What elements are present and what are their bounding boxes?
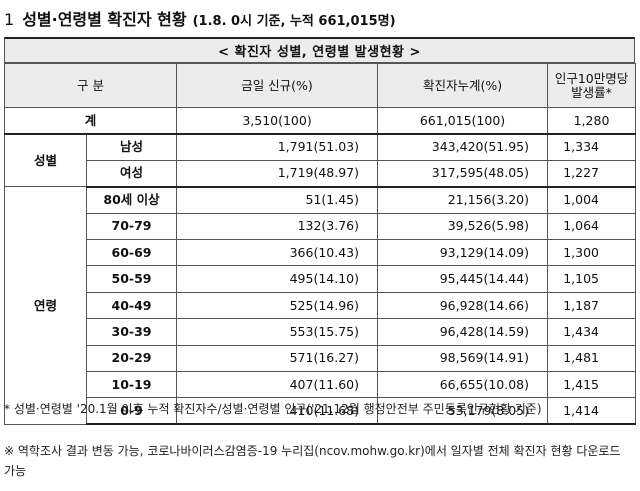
sex-row: 성별 남성 1,791(51.03) 343,420(51.95) 1,334 <box>4 133 637 188</box>
table-body: 계 3,510(100) 661,015(100) 1,280 성별 남성 1,79… <box>3 106 637 426</box>
total-row: 계 3,510(100) 661,015(100) 1,280 <box>3 106 637 135</box>
cumulative-cell: 39,526(5.98) <box>377 212 549 240</box>
total-rate: 1,280 <box>547 106 637 135</box>
cumulative-cell: 93,129(14.09) <box>377 238 549 267</box>
new-cases-cell: 525(14.96) <box>176 291 379 320</box>
new-cases-cell: 366(10.43) <box>176 238 379 267</box>
age-group-label: 연령 <box>4 186 87 425</box>
table-caption: < 확진자 성별, 연령별 발생현황 > <box>4 37 635 63</box>
rate-cell: 1,414 <box>547 397 637 426</box>
age-row: 0-9 410(11.68) 53,179(8.05) 1,414 <box>5 397 637 426</box>
header-row: 구 분 금일 신규(%) 확진자누계(%) 인구10만명당 발생률* <box>3 63 637 108</box>
header-new-cases: 금일 신규(%) <box>176 63 379 108</box>
row-label: 10-19 <box>85 370 178 399</box>
new-cases-cell: 132(3.76) <box>176 212 379 240</box>
age-row: 30-39 553(15.75) 96,428(14.59) 1,434 <box>5 318 637 346</box>
rate-cell: 1,187 <box>547 291 637 320</box>
row-label: 60-69 <box>85 238 178 267</box>
new-cases-cell: 571(16.27) <box>176 344 379 372</box>
rate-cell: 1,064 <box>547 212 637 240</box>
total-label: 계 <box>3 106 178 135</box>
section-number: 1 <box>4 10 15 29</box>
sex-group-label: 성별 <box>4 133 87 188</box>
rate-cell: 1,004 <box>547 186 637 214</box>
age-row: 20-29 571(16.27) 98,569(14.91) 1,481 <box>5 344 637 372</box>
cumulative-cell: 53,179(8.05) <box>377 397 549 426</box>
cumulative-cell: 317,595(48.05) <box>377 159 549 188</box>
cumulative-cell: 66,655(10.08) <box>377 370 549 399</box>
new-cases-cell: 553(15.75) <box>176 318 379 346</box>
row-label: 20-29 <box>85 344 178 372</box>
rate-cell: 1,481 <box>547 344 637 372</box>
total-new-cases: 3,510(100) <box>176 106 379 135</box>
age-row: 40-49 525(14.96) 96,928(14.66) 1,187 <box>5 291 637 320</box>
sex-row: 여성 1,719(48.97) 317,595(48.05) 1,227 <box>5 159 637 188</box>
rate-cell: 1,105 <box>547 265 637 293</box>
age-row: 50-59 495(14.10) 95,445(14.44) 1,105 <box>5 265 637 293</box>
row-label: 50-59 <box>85 265 178 293</box>
cumulative-cell: 95,445(14.44) <box>377 265 549 293</box>
header-category: 구 분 <box>3 63 178 108</box>
row-label: 80세 이상 <box>85 186 178 214</box>
rate-cell: 1,415 <box>547 370 637 399</box>
rate-cell: 1,434 <box>547 318 637 346</box>
section-heading: 1 성별·연령별 확진자 현황 (1.8. 0시 기준, 누적 661,015명… <box>4 6 396 30</box>
age-row: 60-69 366(10.43) 93,129(14.09) 1,300 <box>5 238 637 267</box>
cumulative-cell: 343,420(51.95) <box>377 133 549 161</box>
cumulative-cell: 98,569(14.91) <box>377 344 549 372</box>
footnote-2: ※ 역학조사 결과 변동 가능, 코로나바이러스감염증-19 누리집(ncov.… <box>4 444 621 478</box>
row-label: 남성 <box>85 133 178 161</box>
row-label: 0-9 <box>85 397 178 426</box>
age-row: 연령 80세 이상 51(1.45) 21,156(3.20) 1,004 <box>4 186 637 425</box>
row-label: 70-79 <box>85 212 178 240</box>
cases-table: 구 분 금일 신규(%) 확진자누계(%) 인구10만명당 발생률* 계 3,5… <box>3 63 637 426</box>
cumulative-cell: 96,428(14.59) <box>377 318 549 346</box>
row-label: 30-39 <box>85 318 178 346</box>
footnote-1: * 성별·연령별 '20.1월 이후 누적 확진자수/성별·연령별 인구('21… <box>4 402 542 416</box>
row-label: 40-49 <box>85 291 178 320</box>
row-label: 여성 <box>85 159 178 188</box>
section-note: (1.8. 0시 기준, 누적 661,015명) <box>192 14 396 29</box>
rate-cell: 1,227 <box>547 159 637 188</box>
age-row: 10-19 407(11.60) 66,655(10.08) 1,415 <box>5 370 637 399</box>
total-cumulative: 661,015(100) <box>377 106 549 135</box>
new-cases-cell: 410(11.68) <box>176 397 379 426</box>
new-cases-cell: 495(14.10) <box>176 265 379 293</box>
new-cases-cell: 51(1.45) <box>176 186 379 214</box>
rate-cell: 1,300 <box>547 238 637 267</box>
section-title: 성별·연령별 확진자 현황 <box>22 10 187 29</box>
age-row: 70-79 132(3.76) 39,526(5.98) 1,064 <box>5 212 637 240</box>
new-cases-cell: 1,791(51.03) <box>176 133 379 161</box>
rate-cell: 1,334 <box>547 133 637 161</box>
new-cases-cell: 1,719(48.97) <box>176 159 379 188</box>
header-rate: 인구10만명당 발생률* <box>547 63 637 108</box>
cumulative-cell: 21,156(3.20) <box>377 186 549 214</box>
header-cumulative: 확진자누계(%) <box>377 63 549 108</box>
cumulative-cell: 96,928(14.66) <box>377 291 549 320</box>
new-cases-cell: 407(11.60) <box>176 370 379 399</box>
